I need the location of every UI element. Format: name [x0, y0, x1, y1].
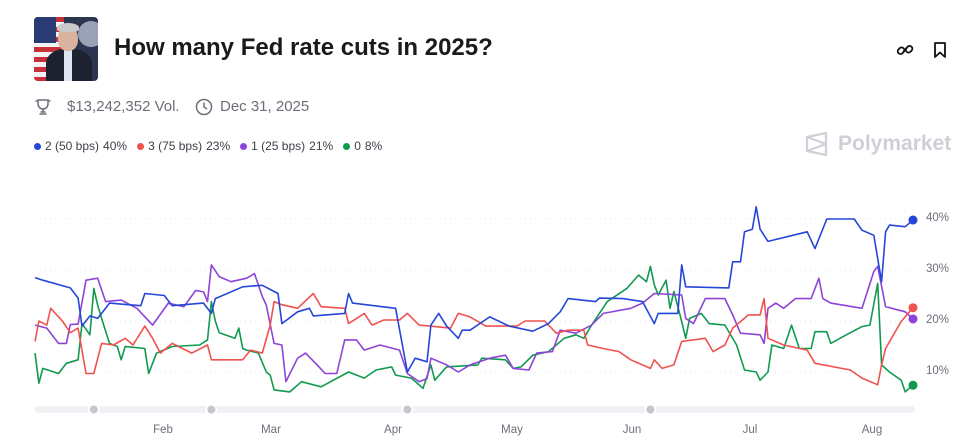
y-tick-label: 10% [926, 365, 950, 377]
legend-label: 1 (25 bps) [251, 139, 306, 153]
x-tick-label: Jun [622, 424, 642, 436]
page-title: How many Fed rate cuts in 2025? [114, 34, 493, 61]
range-slider-handle[interactable] [401, 403, 414, 416]
legend-label: 2 (50 bps) [45, 139, 100, 153]
x-tick-label: Jul [742, 424, 758, 436]
y-tick-label: 20% [926, 314, 950, 326]
chart-legend: 2 (50 bps) 40% 3 (75 bps) 23% 1 (25 bps) 21… [34, 139, 382, 153]
range-slider-handle[interactable] [205, 403, 218, 416]
legend-dot [34, 142, 41, 150]
x-tick-label: May [501, 424, 523, 436]
watermark-text: Polymarket [838, 132, 952, 155]
series-line-0 [34, 265, 914, 393]
series-end-dot [908, 303, 918, 313]
legend-value: 8% [364, 139, 383, 153]
series-line-2-50-bps- [34, 206, 914, 373]
legend-value: 23% [206, 139, 231, 153]
legend-value: 40% [103, 139, 128, 153]
trophy-icon [34, 98, 52, 120]
y-tick-label: 30% [926, 263, 950, 275]
legend-value: 21% [309, 139, 334, 153]
link-icon[interactable] [895, 40, 915, 60]
series-line-1-25-bps- [34, 264, 914, 383]
legend-item-2-cuts[interactable]: 2 (50 bps) 40% [34, 139, 127, 153]
legend-item-0-cuts[interactable]: 0 8% [343, 139, 382, 153]
volume-text: $13,242,352 Vol. [67, 98, 180, 115]
x-tick-label: Mar [261, 424, 281, 436]
legend-dot [343, 142, 351, 150]
legend-label: 0 [354, 139, 361, 153]
polymarket-watermark: Polymarket [804, 132, 951, 156]
range-slider-track[interactable] [35, 406, 915, 413]
range-slider-handle[interactable] [87, 403, 100, 416]
x-tick-label: Apr [384, 424, 402, 436]
series-end-dot [908, 314, 918, 324]
polymarket-logo-icon [805, 132, 828, 156]
legend-dot [240, 142, 248, 150]
series-end-dot [908, 215, 918, 225]
x-tick-label: Aug [861, 424, 883, 436]
series-end-dot [908, 380, 918, 390]
legend-item-1-cut[interactable]: 1 (25 bps) 21% [240, 139, 333, 153]
market-image [34, 17, 98, 81]
x-tick-label: Feb [153, 424, 173, 436]
bookmark-icon[interactable] [930, 40, 950, 60]
legend-dot [137, 142, 145, 150]
y-tick-label: 40% [926, 212, 950, 224]
legend-label: 3 (75 bps) [148, 139, 203, 153]
end-date-text: Dec 31, 2025 [220, 98, 310, 115]
clock-icon [195, 98, 213, 120]
series-line-3-75-bps- [34, 292, 914, 386]
range-slider-handle[interactable] [644, 403, 657, 416]
legend-item-3-cuts[interactable]: 3 (75 bps) 23% [137, 139, 230, 153]
